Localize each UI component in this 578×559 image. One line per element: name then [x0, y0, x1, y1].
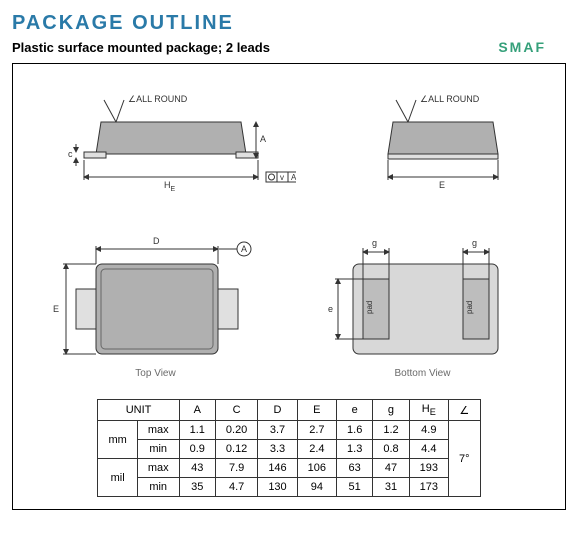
side-view-e: ∠ALL ROUND E [343, 82, 533, 202]
table-row: min 35 4.7 130 94 51 31 173 [98, 478, 480, 497]
top-view-caption: Top View [41, 368, 271, 379]
col-he: HE [409, 400, 448, 421]
package-name: SMAF [498, 39, 546, 55]
col-g: g [373, 400, 409, 421]
table-row: min 0.9 0.12 3.3 2.4 1.3 0.8 4.4 [98, 440, 480, 459]
svg-text:A: A [291, 173, 296, 182]
dim-e-top: E [53, 304, 59, 314]
col-angle: ∠ [448, 400, 480, 421]
side-views-row: c ∠ALL ROUND A HE v A [27, 82, 551, 202]
col-d: D [258, 400, 297, 421]
table-row: mil max 43 7.9 146 106 63 47 193 [98, 459, 480, 478]
svg-text:HE: HE [164, 180, 176, 193]
col-c: C [215, 400, 257, 421]
col-unit: UNIT [98, 400, 179, 421]
col-e-big: E [297, 400, 336, 421]
plan-views-row: D A E Top View [27, 224, 551, 379]
bottom-view-caption: Bottom View [308, 368, 538, 379]
table-row: mm max 1.1 0.20 3.7 2.7 1.6 1.2 4.9 7° [98, 421, 480, 440]
svg-text:pad: pad [365, 301, 374, 314]
page-title: PACKAGE OUTLINE [12, 12, 566, 35]
subtitle-row: Plastic surface mounted package; 2 leads… [12, 39, 566, 55]
figure-frame: c ∠ALL ROUND A HE v A [12, 63, 566, 510]
side-view-he: c ∠ALL ROUND A HE v A [46, 82, 296, 202]
dim-c: c [68, 149, 73, 159]
unit-mm: mm [98, 421, 137, 459]
svg-text:g: g [472, 238, 477, 248]
subtitle: Plastic surface mounted package; 2 leads [12, 40, 270, 55]
all-round-e: ∠ALL ROUND [420, 94, 480, 104]
unit-mil: mil [98, 459, 137, 497]
dim-e-bot: e [328, 304, 333, 314]
dim-a-he: A [260, 134, 266, 144]
top-view-block: D A E Top View [41, 224, 271, 379]
col-e-small: e [337, 400, 373, 421]
svg-text:v: v [280, 173, 284, 182]
angle-cell: 7° [448, 421, 480, 497]
bottom-view-block: pad pad g g e Bottom View [308, 224, 538, 379]
dim-e-side: E [439, 180, 445, 190]
dimension-table: UNIT A C D E e g HE ∠ mm max 1.1 0.20 3.… [97, 399, 480, 497]
table-header-row: UNIT A C D E e g HE ∠ [98, 400, 480, 421]
svg-text:pad: pad [465, 301, 474, 314]
svg-text:A: A [241, 244, 247, 254]
col-a: A [179, 400, 215, 421]
all-round-he: ∠ALL ROUND [128, 94, 188, 104]
dim-d: D [153, 236, 160, 246]
svg-text:g: g [372, 238, 377, 248]
